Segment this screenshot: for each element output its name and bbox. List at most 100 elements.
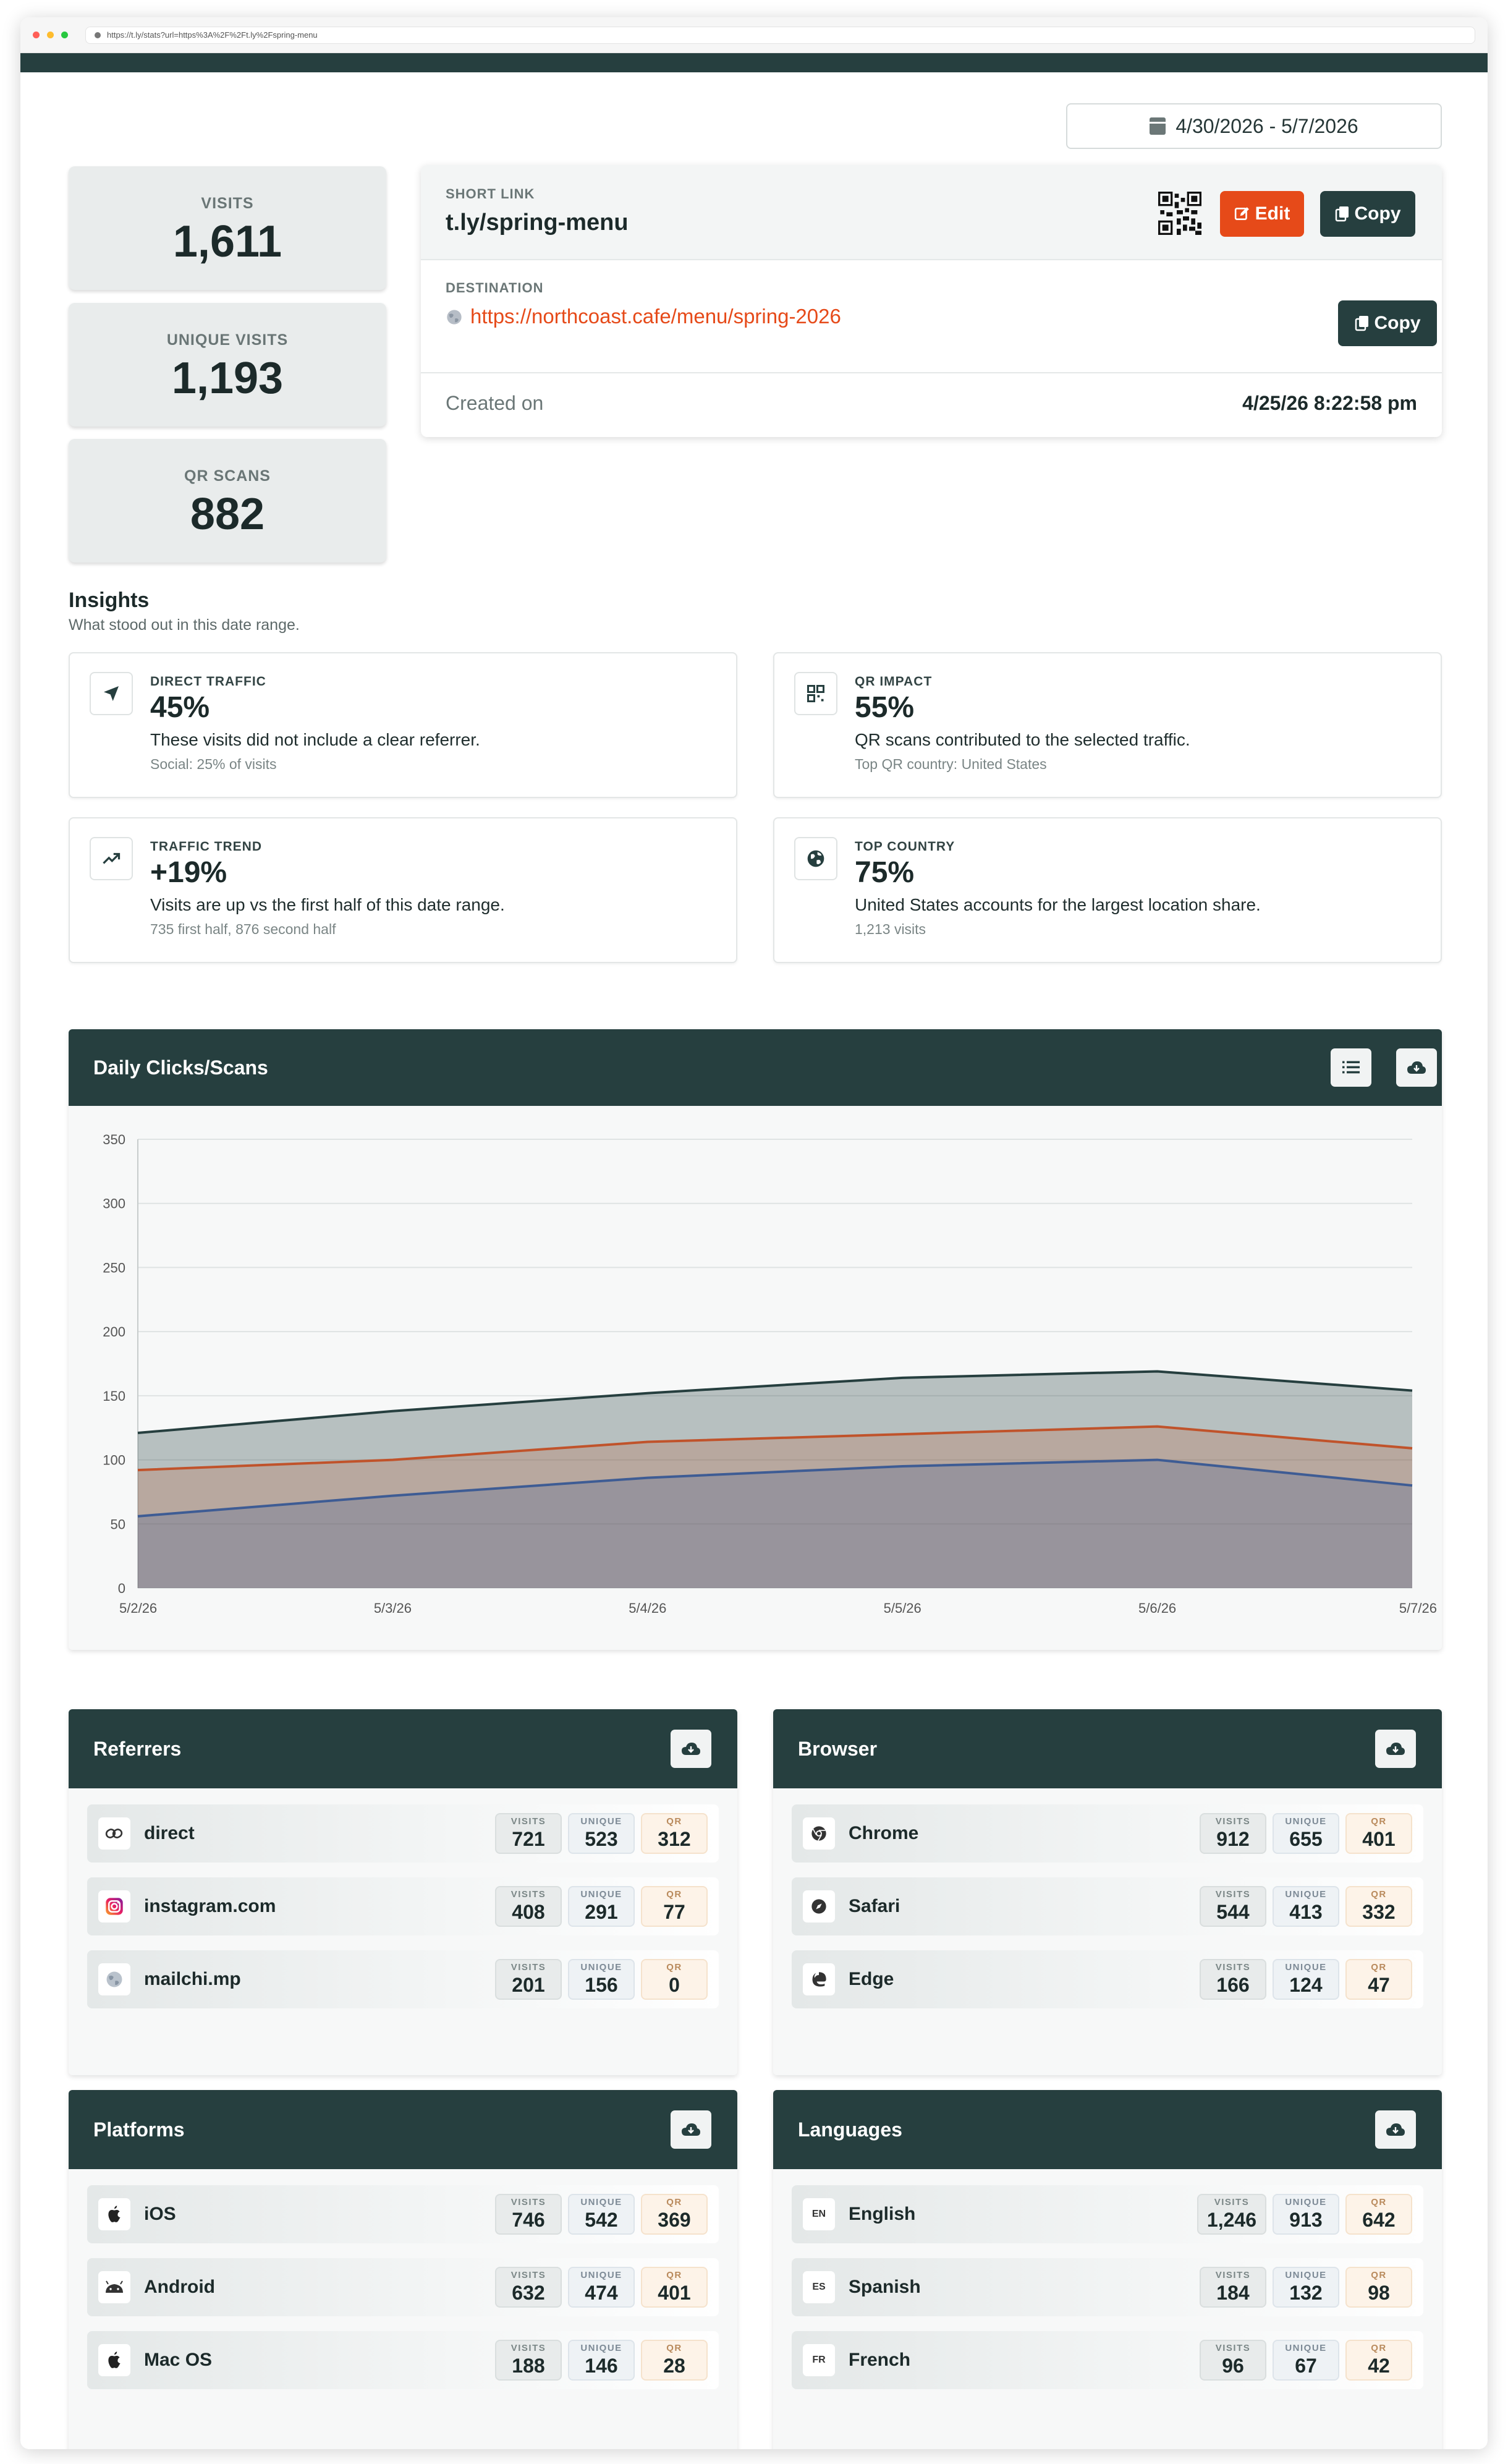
unique-pill: UNIQUE 523: [568, 1813, 635, 1854]
destination-label: DESTINATION: [446, 280, 544, 295]
row-metrics: VISITS 408 UNIQUE 291 QR 77: [495, 1886, 708, 1927]
download-languages-button[interactable]: [1375, 2110, 1416, 2149]
pill-label: QR: [666, 2343, 682, 2353]
pill-value: 413: [1289, 1901, 1323, 1923]
qr-code-icon[interactable]: [1158, 192, 1201, 235]
list-view-button[interactable]: [1331, 1048, 1371, 1087]
table-row[interactable]: ES Spanish VISITS 184 UNIQUE 132 QR 98: [792, 2258, 1423, 2316]
qr-pill: QR 642: [1345, 2194, 1412, 2235]
edit-button[interactable]: Edit: [1220, 191, 1304, 237]
y-tick-label: 300: [103, 1196, 125, 1212]
copy-short-link-button[interactable]: Copy: [1320, 191, 1415, 237]
visits-pill: VISITS 166: [1200, 1959, 1266, 2000]
platforms-panel: Platforms iOS VISITS 746 UNIQUE 542 QR 369 Andro…: [69, 2090, 737, 2449]
browser-window: https://t.ly/stats?url=https%3A%2F%2Ft.l…: [20, 17, 1488, 2449]
stat-value: 1,193: [171, 354, 284, 403]
pill-label: VISITS: [1214, 2197, 1250, 2207]
series-area: [138, 1426, 1412, 1588]
pill-value: 544: [1216, 1901, 1250, 1923]
address-text: https://t.ly/stats?url=https%3A%2F%2Ft.l…: [107, 30, 318, 40]
trend-up-icon: [90, 837, 133, 880]
table-row[interactable]: EN English VISITS 1,246 UNIQUE 913 QR 642: [792, 2185, 1423, 2243]
date-range-picker[interactable]: 4/30/2026 - 5/7/2026: [1066, 103, 1442, 149]
table-row[interactable]: Chrome VISITS 912 UNIQUE 655 QR 401: [792, 1804, 1423, 1863]
visits-pill: VISITS 544: [1200, 1886, 1266, 1927]
pill-value: 312: [658, 1828, 691, 1850]
table-row[interactable]: FR French VISITS 96 UNIQUE 67 QR 42: [792, 2331, 1423, 2389]
insight-description: United States accounts for the largest l…: [855, 895, 1261, 914]
row-metrics: VISITS 201 UNIQUE 156 QR 0: [495, 1959, 708, 2000]
pill-value: 408: [512, 1901, 545, 1923]
pill-label: UNIQUE: [580, 2197, 622, 2207]
address-bar[interactable]: https://t.ly/stats?url=https%3A%2F%2Ft.l…: [85, 26, 1475, 44]
apple-icon: [98, 2198, 130, 2230]
edit-button-label: Edit: [1255, 203, 1290, 224]
languages-panel: Languages EN English VISITS 1,246 UNIQUE 913 QR…: [773, 2090, 1442, 2449]
close-dot-icon[interactable]: [33, 32, 40, 38]
row-name: Mac OS: [144, 2350, 213, 2370]
y-tick-label: 150: [103, 1388, 125, 1404]
y-tick-label: 0: [118, 1581, 125, 1596]
pill-value: 47: [1368, 1974, 1390, 1996]
pill-value: 721: [512, 1828, 545, 1850]
copy-destination-button[interactable]: Copy: [1338, 300, 1437, 346]
insight-key: TOP COUNTRY: [855, 839, 955, 854]
daily-clicks-chart-panel: Daily Clicks/Scans 0 50 100 150 200 250 300 350…: [69, 1029, 1442, 1650]
cloud-download-icon: [682, 1743, 700, 1755]
panel-title: Referrers: [93, 1737, 182, 1760]
globe-icon: [794, 837, 837, 880]
pill-label: UNIQUE: [1285, 2197, 1327, 2207]
download-chart-button[interactable]: [1396, 1048, 1437, 1087]
pill-label: VISITS: [510, 2343, 546, 2353]
copy-button-label: Copy: [1354, 203, 1401, 224]
y-tick-label: 50: [111, 1516, 125, 1532]
languages-panel-header: Languages: [773, 2090, 1442, 2169]
site-info-icon[interactable]: [95, 32, 101, 38]
maximize-dot-icon[interactable]: [61, 32, 68, 38]
visits-pill: VISITS 632: [495, 2267, 562, 2308]
table-row[interactable]: instagram.com VISITS 408 UNIQUE 291 QR 77: [87, 1877, 719, 1935]
table-row[interactable]: Edge VISITS 166 UNIQUE 124 QR 47: [792, 1950, 1423, 2008]
pill-value: 146: [585, 2355, 618, 2377]
table-row[interactable]: iOS VISITS 746 UNIQUE 542 QR 369: [87, 2185, 719, 2243]
copy-button-label: Copy: [1374, 313, 1421, 333]
panel-title: Languages: [798, 2118, 902, 2141]
short-link-url[interactable]: t.ly/spring-menu: [446, 210, 629, 236]
pill-label: VISITS: [510, 1816, 546, 1827]
table-row[interactable]: Safari VISITS 544 UNIQUE 413 QR 332: [792, 1877, 1423, 1935]
pill-label: VISITS: [510, 2197, 546, 2207]
row-metrics: VISITS 166 UNIQUE 124 QR 47: [1200, 1959, 1412, 2000]
pill-label: UNIQUE: [1285, 1816, 1327, 1827]
language-code-fr-icon: FR: [803, 2344, 835, 2376]
unique-pill: UNIQUE 67: [1273, 2340, 1339, 2381]
row-name: Spanish: [849, 2277, 921, 2297]
table-row[interactable]: Mac OS VISITS 188 UNIQUE 146 QR 28: [87, 2331, 719, 2389]
visits-pill: VISITS 1,246: [1197, 2194, 1266, 2235]
table-row[interactable]: direct VISITS 721 UNIQUE 523 QR 312: [87, 1804, 719, 1863]
insight-note: Top QR country: United States: [855, 756, 1047, 772]
insight-description: These visits did not include a clear ref…: [150, 730, 480, 749]
x-tick-label: 5/3/26: [374, 1600, 412, 1616]
download-browser-button[interactable]: [1375, 1730, 1416, 1768]
row-name: Chrome: [849, 1823, 919, 1843]
stat-card-qr-scans: QR SCANS 882: [69, 439, 386, 563]
table-row[interactable]: Android VISITS 632 UNIQUE 474 QR 401: [87, 2258, 719, 2316]
visits-pill: VISITS 201: [495, 1959, 562, 2000]
destination-url-link[interactable]: https://northcoast.cafe/menu/spring-2026: [470, 305, 841, 328]
qr-pill: QR 98: [1345, 2267, 1412, 2308]
pill-value: 632: [512, 2282, 545, 2304]
table-row[interactable]: mailchi.mp VISITS 201 UNIQUE 156 QR 0: [87, 1950, 719, 2008]
download-platforms-button[interactable]: [671, 2110, 711, 2149]
unique-pill: UNIQUE 413: [1273, 1886, 1339, 1927]
pill-label: QR: [1371, 1889, 1387, 1900]
short-link-section: SHORT LINK t.ly/spring-menu Edit: [421, 165, 1442, 260]
row-metrics: VISITS 746 UNIQUE 542 QR 369: [495, 2194, 708, 2235]
insight-card-traffic-trend: TRAFFIC TREND +19% Visits are up vs the …: [69, 817, 737, 963]
pill-value: 188: [512, 2355, 545, 2377]
instagram-icon: [98, 1890, 130, 1922]
pill-label: QR: [1371, 1816, 1387, 1827]
pill-value: 77: [663, 1901, 685, 1923]
download-referrers-button[interactable]: [671, 1730, 711, 1768]
minimize-dot-icon[interactable]: [47, 32, 54, 38]
row-metrics: VISITS 96 UNIQUE 67 QR 42: [1200, 2340, 1412, 2381]
